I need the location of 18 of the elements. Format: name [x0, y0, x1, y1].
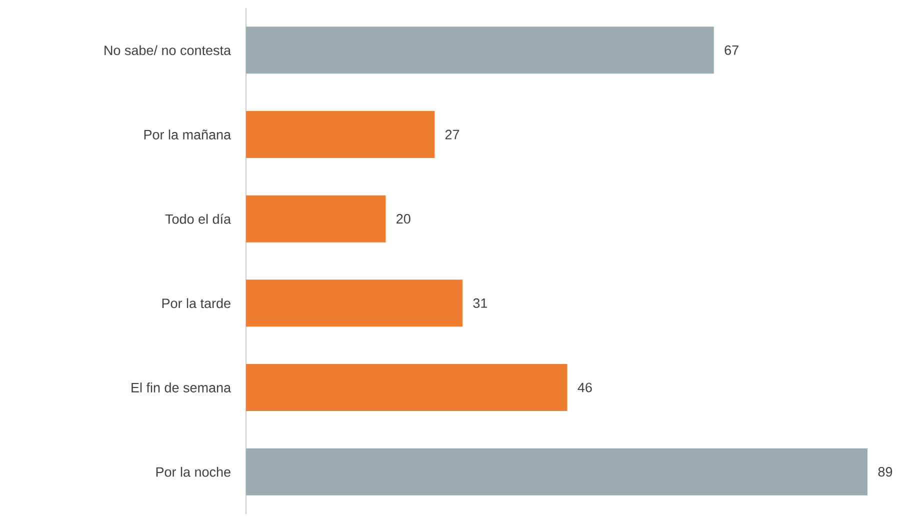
y-tick-label: Por la noche	[156, 466, 230, 477]
data-label: 27	[445, 130, 460, 140]
data-label: 89	[878, 467, 892, 477]
bar	[246, 280, 462, 327]
bar	[246, 364, 568, 411]
y-tick-label: No sabe/ no contesta	[104, 45, 232, 56]
bar	[246, 111, 435, 158]
y-tick-label: Por la tarde	[162, 298, 230, 308]
y-tick-label: El fin de semana	[132, 382, 232, 392]
bar	[246, 26, 714, 74]
y-tick-label: Por la mañana	[144, 130, 232, 140]
data-label: 67	[724, 45, 738, 55]
data-label: 46	[578, 382, 592, 392]
data-label: 20	[396, 214, 410, 224]
y-tick-label: Todo el día	[165, 214, 232, 224]
bar	[246, 195, 386, 242]
bar	[246, 448, 868, 496]
data-label: 31	[473, 298, 488, 308]
